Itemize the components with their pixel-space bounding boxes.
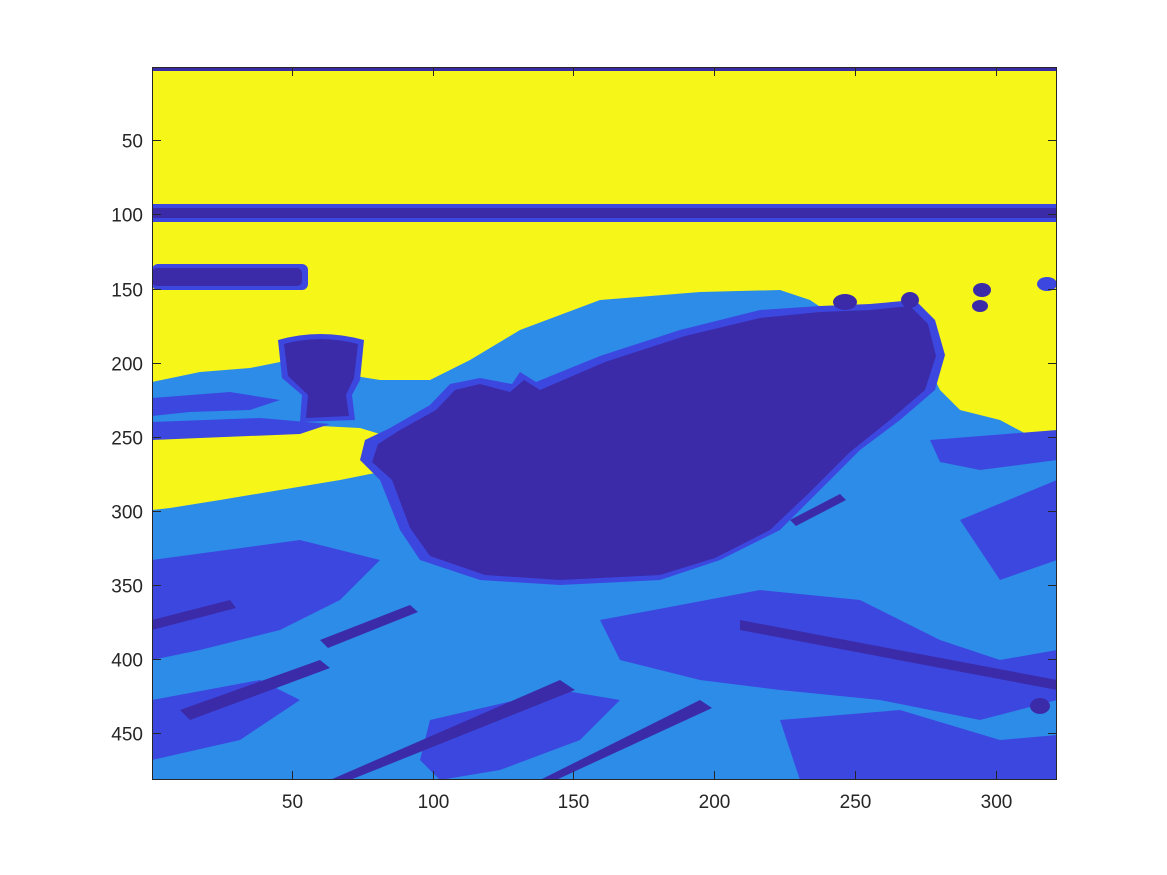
y-tick-label: 250 [111, 429, 143, 450]
x-tick-label: 300 [981, 792, 1013, 813]
y-tick-label: 350 [111, 577, 143, 598]
dock-region-mid-5 [780, 710, 1057, 780]
post-2 [901, 292, 919, 308]
dock-region-mid-4 [420, 690, 620, 780]
post-4 [972, 300, 988, 312]
left-pier [152, 268, 302, 286]
plank-streak-4 [540, 700, 712, 780]
y-tick-label: 300 [111, 503, 143, 524]
boat-hull [372, 306, 936, 580]
plank-streak-7 [152, 600, 236, 630]
axes-box [152, 67, 1057, 780]
plank-streak-1 [180, 660, 330, 720]
y-axis: 50 100 150 200 250 300 350 400 450 [111, 132, 1057, 746]
sky-region [152, 67, 1057, 205]
plank-streak-3 [320, 605, 418, 648]
y-tick-label: 100 [111, 206, 143, 227]
y-tick-label: 450 [111, 725, 143, 746]
water-bright-region [152, 222, 1057, 440]
water-right-streak [930, 430, 1057, 470]
y-tick-label: 400 [111, 651, 143, 672]
water-bright-lower [152, 425, 420, 510]
x-tick-label: 250 [840, 792, 872, 813]
post-1 [833, 294, 857, 310]
x-tick-label: 150 [558, 792, 590, 813]
x-axis: 50 100 150 200 250 300 [282, 67, 1012, 813]
post-5 [1037, 277, 1057, 291]
y-tick-label: 50 [122, 132, 143, 153]
dock-region-mid-3 [600, 590, 1057, 720]
dock-region-mid [152, 540, 380, 660]
plank-streak-6 [790, 494, 846, 526]
top-edge-band [152, 67, 1057, 71]
plank-streak-2 [330, 680, 575, 780]
dock-region-mid-6 [960, 480, 1057, 580]
dark-spot [1030, 698, 1050, 714]
x-tick-label: 100 [418, 792, 450, 813]
y-tick-label: 200 [111, 355, 143, 376]
heatmap-image [152, 67, 1057, 780]
x-tick-label: 50 [282, 792, 303, 813]
water-mid-streak-2 [152, 418, 330, 440]
plank-streak-5 [740, 620, 1057, 690]
water-mid-streak [152, 392, 280, 416]
y-tick-label: 150 [111, 281, 143, 302]
dock-region-mid-2 [152, 680, 300, 760]
bollard [284, 339, 358, 418]
horizon-band [152, 208, 1057, 218]
post-3 [973, 283, 991, 297]
x-tick-label: 200 [699, 792, 731, 813]
